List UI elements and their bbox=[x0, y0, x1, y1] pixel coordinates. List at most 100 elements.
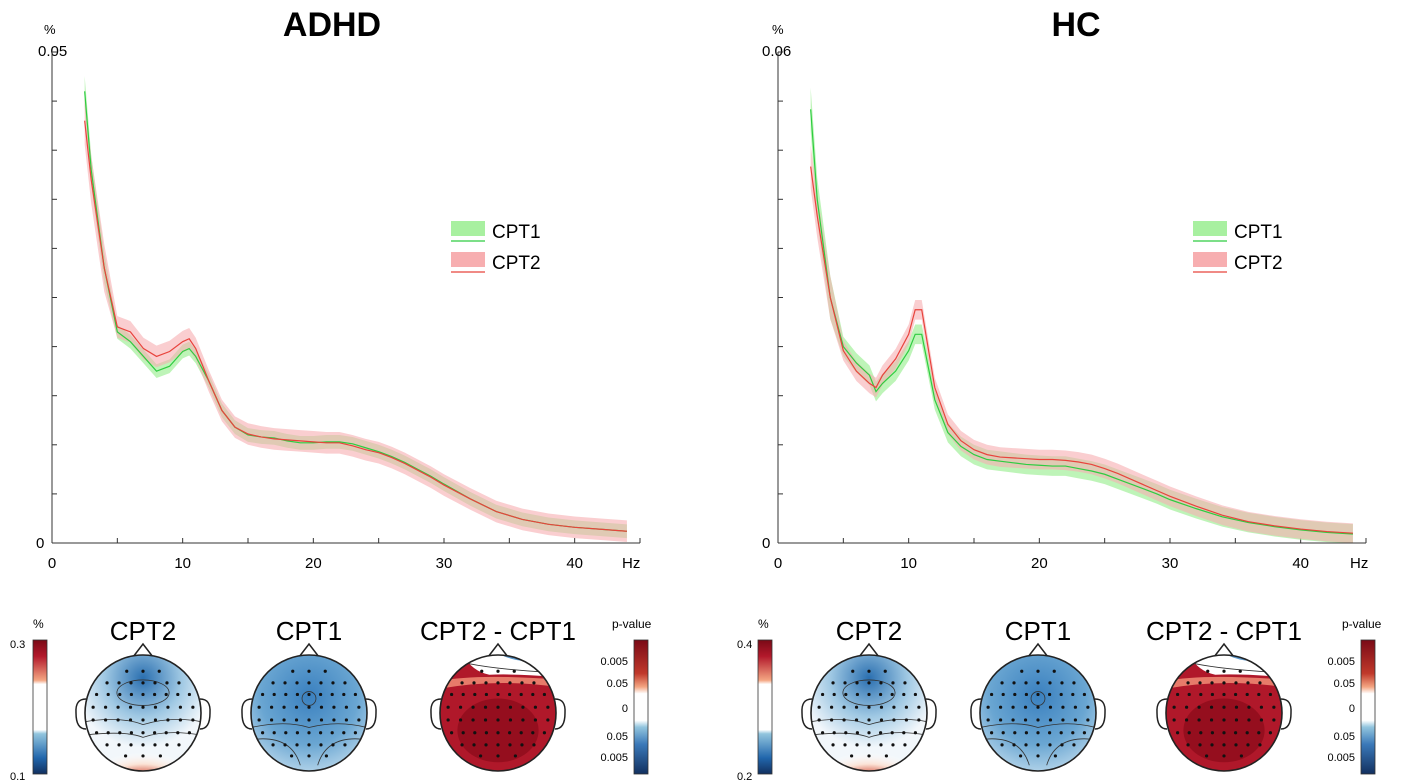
electrode bbox=[294, 705, 299, 709]
x-tick-label: 40 bbox=[1292, 555, 1309, 572]
electrode bbox=[176, 692, 180, 697]
pvalue-title: p-value bbox=[612, 617, 652, 631]
electrode bbox=[890, 731, 894, 735]
electrode bbox=[903, 743, 907, 747]
electrode bbox=[307, 743, 311, 747]
electrode bbox=[1052, 669, 1056, 673]
electrode bbox=[1060, 743, 1064, 747]
electrode bbox=[867, 681, 871, 685]
pvalue-tick: 0.005 bbox=[600, 656, 628, 668]
electrode bbox=[1036, 692, 1040, 697]
nose bbox=[858, 642, 880, 658]
electrode bbox=[284, 731, 288, 735]
electrode bbox=[106, 692, 110, 697]
electrode bbox=[472, 743, 476, 747]
electrode bbox=[913, 692, 918, 697]
electrode bbox=[519, 731, 523, 735]
electrode bbox=[461, 692, 465, 697]
electrode bbox=[546, 718, 550, 722]
electrode bbox=[153, 681, 157, 685]
contour bbox=[301, 691, 317, 706]
topomap-surface bbox=[251, 655, 367, 771]
contour bbox=[116, 679, 170, 706]
electrode bbox=[533, 718, 538, 722]
nose bbox=[487, 642, 509, 658]
electrode bbox=[177, 743, 181, 747]
electrode bbox=[843, 743, 847, 747]
electrode bbox=[1048, 705, 1053, 709]
electrode bbox=[1246, 743, 1250, 747]
electrode bbox=[272, 731, 276, 735]
electrode bbox=[283, 743, 287, 747]
legend-label-cpt2: CPT2 bbox=[492, 253, 541, 274]
electrode bbox=[342, 731, 346, 735]
pvalue-tick: 0.05 bbox=[607, 731, 628, 743]
electrode bbox=[332, 718, 336, 722]
electrode bbox=[166, 718, 170, 722]
topomap-title-1: CPT2 bbox=[110, 616, 176, 646]
electrode bbox=[284, 692, 288, 697]
electrode bbox=[1036, 754, 1040, 758]
electrode bbox=[1258, 681, 1262, 685]
electrode bbox=[472, 681, 476, 685]
electrode bbox=[177, 681, 181, 685]
electrode bbox=[496, 718, 500, 722]
contour bbox=[251, 723, 367, 728]
electrode bbox=[1198, 743, 1202, 747]
electrode bbox=[990, 692, 994, 697]
topomap-title-3: CPT2 - CPT1 bbox=[420, 616, 576, 646]
electrode bbox=[1222, 718, 1226, 722]
electrode bbox=[532, 743, 536, 747]
electrode bbox=[879, 731, 883, 735]
topomaps-hc: % 0.4 0.2 CPT2 CPT1 CPT2 - CPT1 p-value … bbox=[737, 616, 1382, 782]
electrode bbox=[1013, 692, 1017, 697]
electrode bbox=[295, 743, 299, 747]
pvalue-tick: 0.005 bbox=[600, 752, 628, 764]
electrode bbox=[496, 743, 500, 747]
electrode bbox=[307, 731, 311, 735]
electrode bbox=[480, 669, 484, 673]
electrode bbox=[116, 718, 120, 722]
electrode bbox=[1000, 743, 1004, 747]
field-posterior bbox=[811, 723, 927, 771]
legend-label-cpt2: CPT2 bbox=[1234, 253, 1283, 274]
nose bbox=[1213, 642, 1235, 658]
topomap-title-2: CPT1 bbox=[1005, 616, 1071, 646]
ear-left bbox=[75, 698, 87, 730]
electrode bbox=[1239, 754, 1243, 758]
electrode bbox=[1257, 731, 1261, 735]
electrode bbox=[324, 754, 328, 758]
electrode bbox=[1234, 731, 1238, 735]
electrode bbox=[1036, 718, 1040, 722]
electrode bbox=[1172, 718, 1176, 722]
electrode bbox=[282, 718, 286, 722]
electrode bbox=[141, 743, 145, 747]
electrode bbox=[1210, 743, 1214, 747]
electrode bbox=[141, 692, 145, 697]
electrode bbox=[842, 705, 846, 709]
electrode bbox=[471, 718, 475, 722]
electrode bbox=[1036, 681, 1040, 685]
electrode bbox=[261, 731, 265, 735]
electrode bbox=[1184, 705, 1189, 709]
pvalue-colorbar bbox=[1360, 639, 1376, 775]
electrode bbox=[1012, 681, 1016, 685]
electrode bbox=[141, 718, 145, 722]
electrode bbox=[902, 692, 906, 697]
electrode bbox=[1036, 669, 1040, 673]
x-tick-label: 0 bbox=[48, 555, 56, 572]
electrode bbox=[331, 743, 335, 747]
colorbar-unit: % bbox=[33, 617, 44, 631]
electrode bbox=[1059, 692, 1063, 697]
ear-right bbox=[199, 698, 211, 730]
contour bbox=[811, 732, 927, 738]
pvalue-tick: 0.05 bbox=[607, 678, 628, 690]
electrode bbox=[855, 681, 859, 685]
electrode bbox=[1209, 705, 1214, 709]
electrode bbox=[851, 669, 855, 673]
electrode bbox=[344, 718, 349, 722]
electrode bbox=[269, 718, 274, 722]
electrode bbox=[295, 731, 299, 735]
electrode bbox=[257, 705, 261, 709]
electrode bbox=[843, 681, 847, 685]
